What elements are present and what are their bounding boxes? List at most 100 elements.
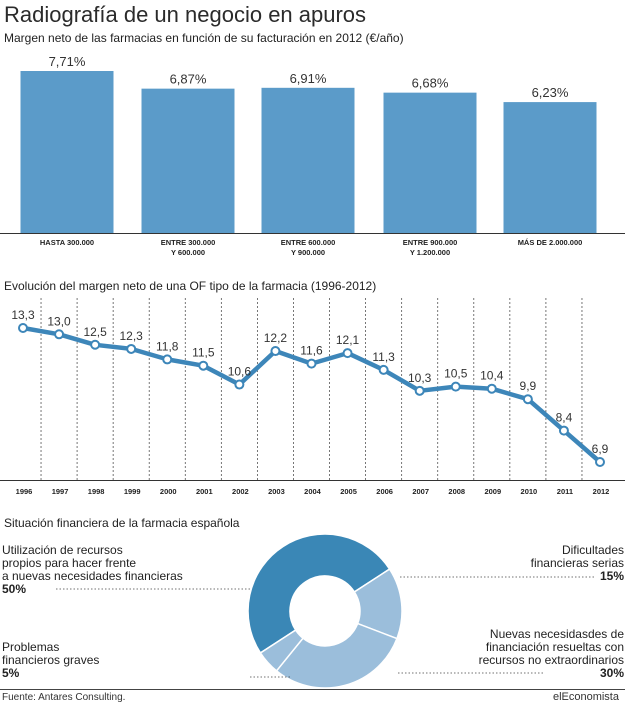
donut-label-line: Problemas [2,640,60,654]
line-chart: 13,3 1996 13,0 1997 12,5 1998 12,3 1999 11,8 2000… [0,298,625,496]
x-tick-label: 2000 [160,487,177,496]
data-point [90,339,101,350]
data-label: 12,1 [336,333,360,347]
donut-label-line: a nuevas necesidades financieras [2,569,183,583]
bar-value-label: 6,91% [290,71,327,86]
donut-label-line: financiación resueltas con [485,640,624,654]
donut-label-line: Nuevas necesidasdes de [489,627,624,641]
category-label: Y 900.000 [291,248,325,257]
data-label: 9,9 [520,379,537,393]
bar [383,92,477,233]
main-title: Radiografía de un negocio en apuros [4,2,367,27]
donut-label-problemas: Problemas financieros graves 5% [2,641,142,680]
data-point [18,323,28,333]
data-label: 11,8 [156,339,179,353]
donut-pct-label: 5% [2,666,20,680]
donut-label-line: Utilización de recursos [2,543,123,557]
x-tick-label: 1998 [88,487,105,496]
x-tick-label: 2010 [521,487,538,496]
bar-value-label: 7,71% [49,54,86,69]
x-tick-label: 1999 [124,487,141,496]
data-point [414,385,425,396]
bar-chart-title: Margen neto de las farmacias en función … [4,31,404,45]
data-point [378,364,389,375]
donut-label-line: financieras serias [530,556,624,570]
category-label: Y 1.200.000 [410,248,450,257]
category-label: ENTRE 300.000 [161,238,216,247]
bottom-rule [0,689,625,690]
donut-pct-label: 30% [599,666,624,680]
donut-label-line: propios para hacer frente [2,556,137,570]
donut-label-line: financieros graves [2,653,100,667]
data-label: 10,5 [444,367,468,381]
x-tick-label: 1996 [16,487,33,496]
data-point [162,354,173,365]
donut-label-line: recursos no extraordinarios [478,653,624,667]
category-label: ENTRE 900.000 [403,238,458,247]
x-tick-label: 2003 [268,487,285,496]
donut-chart-title: Situación financiera de la farmacia espa… [4,516,240,530]
data-point [558,425,569,436]
donut-slice [247,533,391,654]
brand-logo: elEconomista [552,691,619,703]
data-point [270,346,281,357]
data-point [450,381,461,392]
data-label: 11,3 [372,350,395,364]
data-label: 12,2 [264,331,288,345]
bar-value-label: 6,23% [532,85,569,100]
data-point [198,360,209,371]
x-tick-label: 2001 [196,487,213,496]
donut-slice [259,629,305,672]
x-tick-label: 1997 [52,487,69,496]
donut-label-recursos-propios: Utilización de recursos propios para hac… [2,544,232,596]
data-label: 6,9 [592,442,609,456]
data-point [54,329,65,340]
data-label: 10,4 [480,369,504,383]
donut-label-dificultades: Dificultades financieras serias 15% [464,544,624,583]
donut-slice [275,622,398,689]
data-label: 13,0 [47,314,71,328]
data-point [595,457,605,467]
category-label: ENTRE 600.000 [281,238,336,247]
bar [503,102,597,233]
donut-label-line: Dificultades [561,543,624,557]
x-tick-label: 2002 [232,487,249,496]
x-tick-label: 2008 [448,487,465,496]
x-tick-label: 2006 [376,487,393,496]
category-label: Y 600.000 [171,248,205,257]
category-label: HASTA 300.000 [40,238,94,247]
data-label: 12,3 [120,329,144,343]
bar [20,71,114,233]
data-point [126,343,137,354]
data-label: 10,3 [408,371,432,385]
data-label: 10,6 [228,365,252,379]
data-label: 12,5 [83,325,107,339]
x-tick-label: 2007 [412,487,429,496]
data-label: 8,4 [556,411,573,425]
bar-value-label: 6,87% [170,72,207,87]
data-label: 11,5 [192,346,215,360]
bar-value-label: 6,68% [412,76,449,91]
bar [261,87,355,233]
donut-pct-label: 15% [599,569,624,583]
x-tick-label: 2011 [557,487,573,496]
data-point [234,379,245,390]
data-point [486,383,497,394]
data-point [522,394,533,405]
donut-pct-label: 50% [2,582,27,596]
x-tick-label: 2004 [304,487,322,496]
data-label: 13,3 [11,308,35,322]
bar [141,88,235,233]
x-tick-label: 2009 [484,487,501,496]
data-label: 11,6 [300,344,323,358]
donut-label-nuevas-necesidades: Nuevas necesidasdes de financiación resu… [424,628,624,680]
source-note: Fuente: Antares Consulting. [2,692,126,703]
data-point [342,348,353,359]
line-chart-title: Evolución del margen neto de una OF tipo… [4,279,377,293]
x-tick-label: 2005 [340,487,357,496]
category-label: MÁS DE 2.000.000 [518,238,583,247]
data-point [306,358,317,369]
x-tick-label: 2012 [593,487,610,496]
